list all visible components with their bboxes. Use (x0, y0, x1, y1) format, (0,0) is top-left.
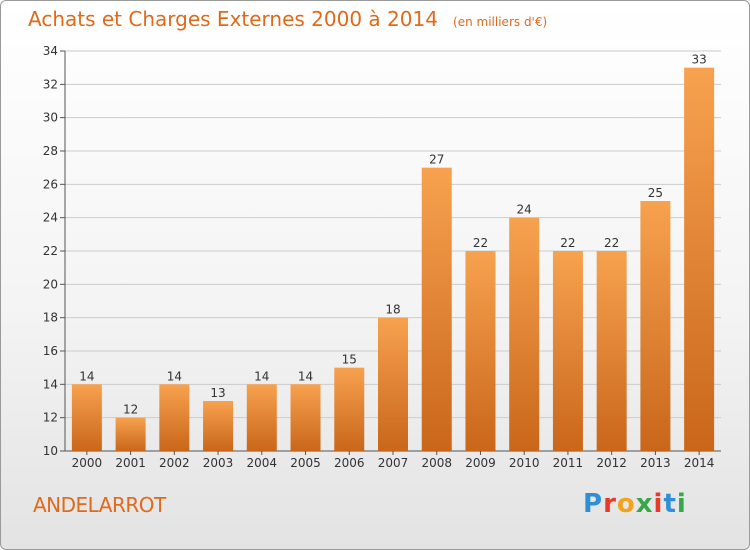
logo-letter: P (583, 489, 604, 519)
data-labels: 14 12 14 13 14 14 15 18 27 22 24 22 22 25 33 (79, 53, 707, 417)
logo-letter: i (676, 489, 687, 519)
bar (596, 251, 627, 451)
logo-letter: x (635, 489, 654, 519)
x-tick-label: 2000 (72, 456, 103, 470)
bar (159, 384, 190, 451)
y-tick-label: 22 (43, 244, 58, 258)
y-tick-label: 16 (43, 344, 58, 358)
title-row: Achats et Charges Externes 2000 à 2014 (… (28, 7, 547, 31)
y-tick-label: 24 (43, 211, 58, 225)
data-label: 22 (560, 236, 575, 250)
bar (290, 384, 321, 451)
x-tick-labels: 2000 2001 2002 2003 2004 2005 2006 2007 2008 2009… (72, 456, 715, 470)
x-tick-label: 2010 (509, 456, 540, 470)
data-label: 14 (79, 369, 94, 383)
x-tick-label: 2011 (553, 456, 584, 470)
logo-letter: o (616, 489, 636, 519)
x-tick-label: 2004 (247, 456, 278, 470)
x-tick-label: 2005 (290, 456, 321, 470)
logo-letter: t (663, 489, 677, 519)
y-tick-label: 12 (43, 411, 58, 425)
x-tick-label: 2002 (159, 456, 190, 470)
bar (378, 317, 408, 451)
bar (552, 251, 583, 451)
chart-unit: (en milliers d'€) (453, 15, 548, 29)
bar (640, 201, 671, 451)
commune-name: ANDELARROT (33, 493, 166, 517)
x-tick-label: 2007 (378, 456, 409, 470)
data-label: 22 (604, 236, 619, 250)
bar (334, 367, 365, 451)
y-tick-label: 14 (43, 377, 58, 391)
y-tick-label: 30 (43, 111, 58, 125)
bar (684, 67, 715, 452)
bars (71, 67, 715, 452)
data-label: 14 (167, 369, 182, 383)
x-tick-label: 2013 (640, 456, 671, 470)
x-tick-label: 2001 (115, 456, 146, 470)
chart-title: Achats et Charges Externes 2000 à 2014 (28, 7, 438, 31)
y-tick-label: 26 (43, 177, 58, 191)
x-tick-label: 2003 (203, 456, 234, 470)
data-label: 27 (429, 153, 444, 167)
x-tick-label: 2009 (465, 456, 496, 470)
bar (115, 417, 146, 451)
data-label: 13 (210, 386, 225, 400)
x-tick-label: 2006 (334, 456, 365, 470)
bar (246, 384, 277, 451)
bar (71, 384, 102, 451)
data-label: 15 (342, 353, 357, 367)
logo-letter: i (653, 489, 664, 519)
y-tick-label: 20 (43, 277, 58, 291)
y-tick-labels: 10 12 14 16 18 20 22 24 26 28 30 32 34 (43, 44, 58, 458)
data-label: 33 (691, 53, 706, 67)
data-label: 18 (385, 303, 400, 317)
data-label: 25 (648, 186, 663, 200)
y-tick-label: 18 (43, 311, 58, 325)
y-tick-label: 32 (43, 77, 58, 91)
bar (421, 167, 452, 451)
logo-letter: r (603, 489, 617, 519)
bar (465, 251, 496, 451)
y-tick-label: 28 (43, 144, 58, 158)
bar (509, 217, 540, 451)
data-label: 14 (254, 369, 269, 383)
y-tick-label: 34 (43, 44, 58, 58)
y-tick-label: 10 (43, 444, 58, 458)
proxiti-logo: Proxiti (583, 489, 687, 519)
x-tick-label: 2008 (421, 456, 452, 470)
x-tick-label: 2012 (596, 456, 627, 470)
data-label: 24 (517, 203, 532, 217)
data-label: 14 (298, 369, 313, 383)
x-tick-label: 2014 (684, 456, 715, 470)
data-label: 12 (123, 403, 138, 417)
bar (203, 401, 234, 451)
data-label: 22 (473, 236, 488, 250)
